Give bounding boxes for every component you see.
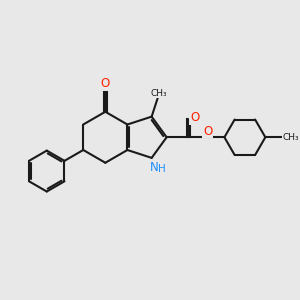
Text: CH₃: CH₃ xyxy=(151,88,168,98)
Text: N: N xyxy=(150,161,159,174)
Text: O: O xyxy=(203,124,212,137)
Text: H: H xyxy=(158,164,166,174)
Text: O: O xyxy=(190,111,199,124)
Text: CH₃: CH₃ xyxy=(282,133,299,142)
Text: O: O xyxy=(101,77,110,90)
